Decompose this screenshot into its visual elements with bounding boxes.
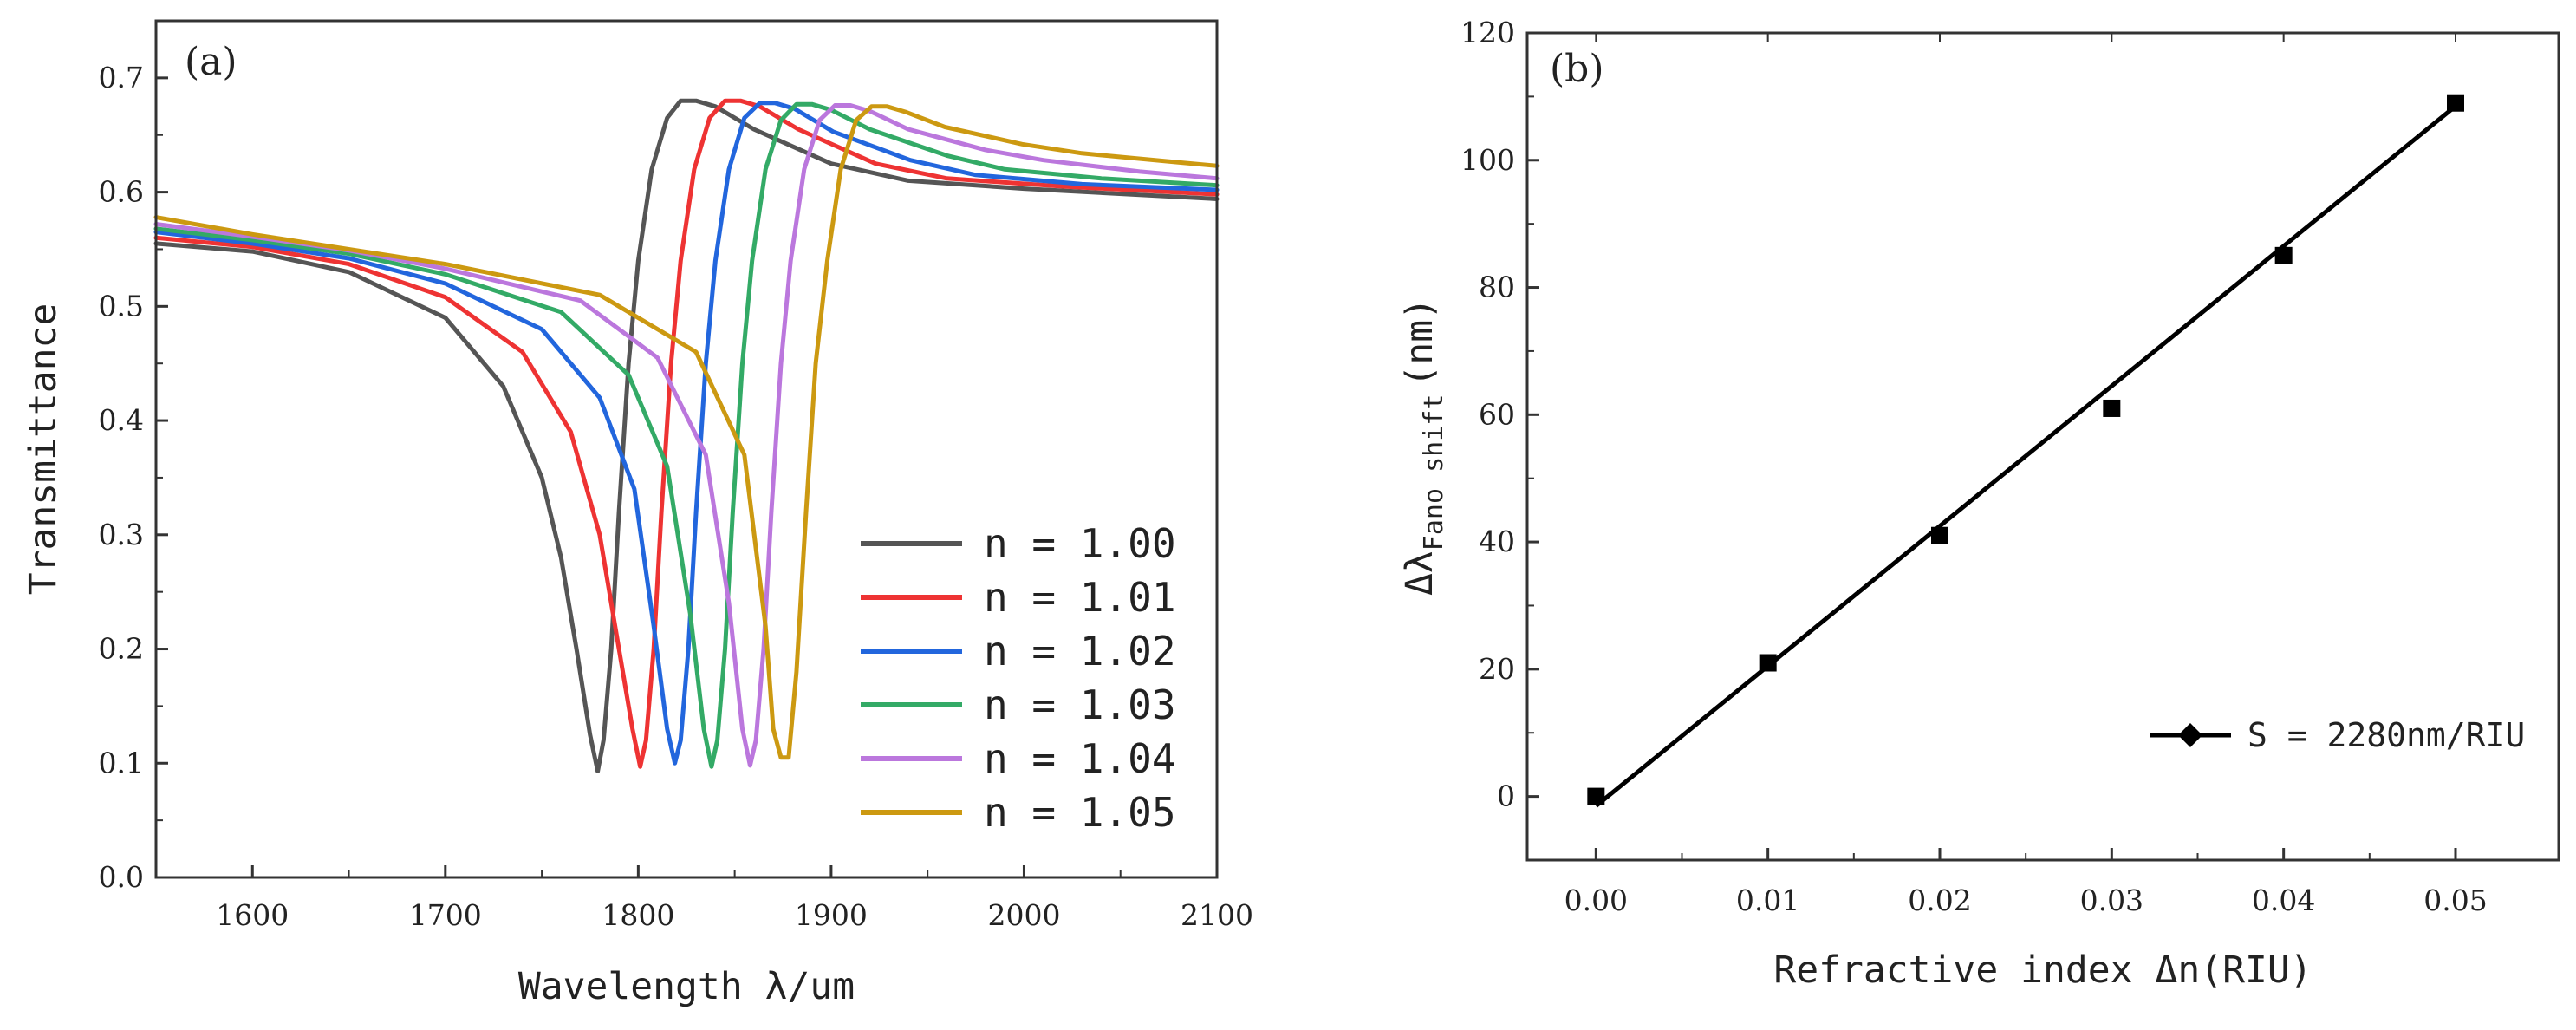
panel-b-legend-swatch-marker (2178, 723, 2202, 747)
panel-a-x-tick-label: 1900 (795, 898, 868, 932)
panel-a-series-line-1 (153, 98, 1220, 773)
panel-b-x-tick-label: 0.02 (1908, 883, 1971, 917)
panel-b-data-point-6 (2447, 94, 2464, 112)
panel-a-line-chart: 0.0 0.1 0.2 0.3 0.4 0.5 0.6 0.7 1600 1700 1800 1900… (22, 19, 1253, 1008)
panel-b-legend-label: S = 2280nm/RIU (2247, 716, 2525, 754)
panel-b-label: (b) (1550, 47, 1604, 91)
panel-a-legend-label-5: n = 1.04 (984, 735, 1176, 782)
panel-a-legend-label-2: n = 1.01 (984, 574, 1176, 621)
panel-a-y-tick-label: 0.5 (99, 289, 144, 323)
panel-b-y-axis-title: ΔλFano shift (nm) (1398, 297, 1449, 596)
panel-b-x-axis-title: Refractive index Δn(RIU) (1773, 949, 2312, 992)
panel-b-data-point-4 (2103, 399, 2121, 417)
panel-a-legend-label-3: n = 1.02 (984, 628, 1176, 675)
panel-a-legend-label-6: n = 1.05 (984, 789, 1176, 836)
panel-a-x-tick-label: 2100 (1181, 898, 1253, 932)
panel-a-y-tick-label: 0.1 (99, 746, 144, 779)
panel-b-x-tick-label: 0.03 (2080, 883, 2143, 917)
panel-b-plot-frame (1525, 31, 2560, 862)
panel-b-data-point-2 (1759, 654, 1777, 672)
panel-a-legend: n = 1.00 n = 1.01 n = 1.02 n = 1.03 n = 1.04… (861, 520, 1176, 836)
panel-a-series-line-3 (153, 101, 1220, 766)
panel-b-x-tick-label: 0.00 (1564, 883, 1628, 917)
panel-b-y-tick-label: 80 (1479, 271, 1515, 304)
panel-a-x-axis-title: Wavelength λ/um (518, 965, 855, 1008)
panel-b-y-tick-label: 120 (1460, 16, 1515, 49)
panel-a-y-tick-label: 0.4 (99, 403, 144, 437)
panel-a-y-tick-label: 0.2 (99, 632, 144, 666)
panel-a-x-tick-label: 1800 (602, 898, 674, 932)
panel-b-data-point-5 (2274, 246, 2293, 264)
panel-a-legend-label-4: n = 1.03 (984, 681, 1176, 728)
panel-b-y-tick-label: 40 (1479, 525, 1515, 558)
panel-a-label: (a) (185, 40, 237, 84)
panel-b-y-tick-label: 20 (1479, 652, 1515, 686)
panel-b-axes: 0 20 40 60 80 100 120 0.00 0.01 0.02 0.03 0.04 0.05 (1460, 16, 2488, 917)
panel-b-data-point-1 (1587, 787, 1605, 805)
panel-a-plot-frame (154, 19, 1219, 879)
panel-b-y-tick-label: 0 (1497, 779, 1515, 813)
panel-b-x-tick-label: 0.01 (1736, 883, 1799, 917)
panel-a-x-tick-label: 1600 (216, 898, 289, 932)
panel-a-y-tick-label: 0.7 (99, 61, 144, 95)
panel-a-series-line-2 (153, 98, 1220, 769)
panel-b-fit-line (1594, 104, 2457, 808)
panel-a-y-tick-label: 0.0 (99, 860, 144, 894)
panel-b-x-tick-label: 0.05 (2423, 883, 2487, 917)
panel-a-series-group (153, 98, 1220, 773)
panel-b-legend: S = 2280nm/RIU (2150, 716, 2525, 754)
panel-b-y-title-main: Δλ (1398, 551, 1441, 596)
panel-b-y-tick-label: 60 (1479, 397, 1515, 431)
panel-a-x-tick-label: 2000 (987, 898, 1060, 932)
panel-a-series-line-4 (153, 101, 1220, 769)
panel-a-y-tick-label: 0.6 (99, 175, 144, 209)
panel-a-x-tick-label: 1700 (409, 898, 482, 932)
panel-b-y-tick-label: 100 (1460, 143, 1515, 177)
panel-a-legend-label-1: n = 1.00 (984, 520, 1176, 567)
panel-b-y-title-subscript: Fano shift (1419, 394, 1449, 551)
panel-b-x-tick-label: 0.04 (2252, 883, 2315, 917)
panel-b-data-point-3 (1931, 526, 1948, 544)
panel-b-series-group (1587, 94, 2464, 808)
panel-a-axes: 0.0 0.1 0.2 0.3 0.4 0.5 0.6 0.7 1600 1700 1800 1900… (99, 61, 1253, 932)
panel-b-y-title-unit: (nm) (1398, 297, 1441, 388)
panel-a-series-line-6 (153, 104, 1220, 760)
panel-a-y-axis-title: Transmittance (22, 303, 65, 596)
panel-a-series-line-5 (153, 103, 1220, 768)
panel-a-y-tick-label: 0.3 (99, 518, 144, 551)
